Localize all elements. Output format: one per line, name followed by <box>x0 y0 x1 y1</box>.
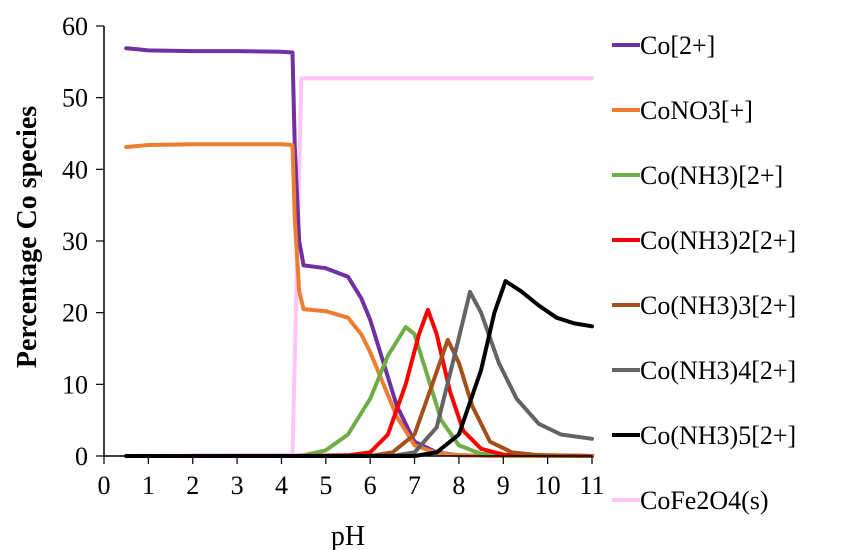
series-line <box>124 325 594 458</box>
y-tick-label: 30 <box>62 227 88 256</box>
plot-lines <box>124 46 594 458</box>
legend-label: CoFe2O4(s) <box>640 486 769 515</box>
x-tick-label: 3 <box>231 471 244 500</box>
x-axis: 0 1 2 3 4 5 6 7 8 9 10 11 <box>98 455 605 500</box>
legend-label: Co(NH3)2[2+] <box>640 226 796 255</box>
series-line <box>124 76 594 458</box>
series-line <box>124 289 594 458</box>
x-tick-label: 7 <box>408 471 421 500</box>
x-tick-label: 4 <box>275 471 288 500</box>
x-tick-label: 0 <box>98 471 111 500</box>
x-tick-label: 9 <box>497 471 510 500</box>
y-tick-label: 10 <box>62 370 88 399</box>
legend-label: Co(NH3)4[2+] <box>640 356 796 385</box>
legend-label: Co(NH3)5[2+] <box>640 421 796 450</box>
y-axis-title: Percentage Co species <box>12 106 43 368</box>
y-tick-label: 0 <box>75 442 88 471</box>
legend-label: Co[2+] <box>640 31 715 60</box>
legend-label: Co(NH3)3[2+] <box>640 291 796 320</box>
x-tick-label: 1 <box>142 471 155 500</box>
x-tick-label: 11 <box>579 471 604 500</box>
legend: Co[2+] CoNO3[+] Co(NH3)[2+] Co(NH3)2[2+] Co(… <box>612 31 796 515</box>
x-tick-label: 5 <box>319 471 332 500</box>
legend-label: CoNO3[+] <box>640 96 753 125</box>
x-tick-label: 2 <box>186 471 199 500</box>
x-tick-label: 8 <box>452 471 465 500</box>
x-axis-title: pH <box>331 521 365 550</box>
x-tick-label: 10 <box>535 471 561 500</box>
y-tick-label: 50 <box>62 84 88 113</box>
legend-label: Co(NH3)[2+] <box>640 161 783 190</box>
series-line <box>124 337 594 458</box>
series-line <box>124 142 594 458</box>
y-tick-label: 60 <box>62 12 88 41</box>
x-tick-label: 6 <box>364 471 377 500</box>
series-line <box>124 279 594 458</box>
y-axis: 0 10 20 30 40 50 60 <box>62 12 105 471</box>
y-tick-label: 20 <box>62 299 88 328</box>
series-line <box>124 46 594 458</box>
y-tick-label: 40 <box>62 155 88 184</box>
